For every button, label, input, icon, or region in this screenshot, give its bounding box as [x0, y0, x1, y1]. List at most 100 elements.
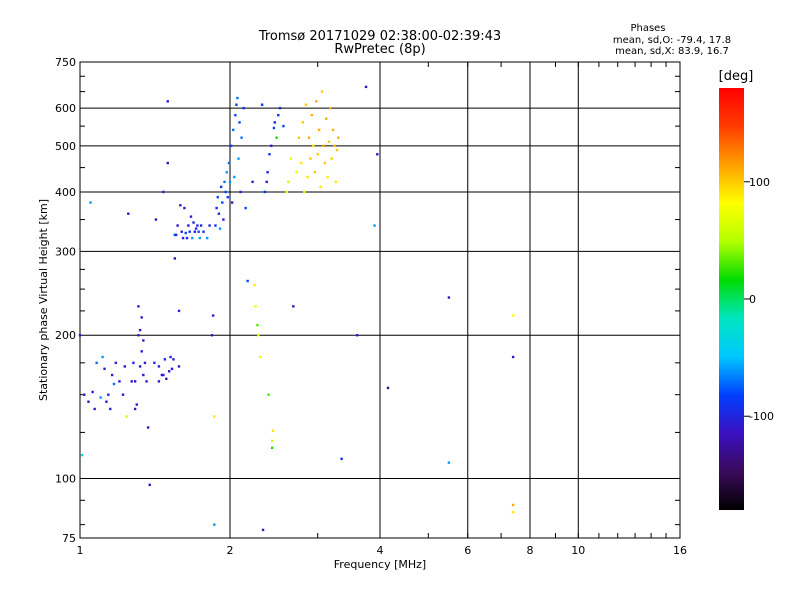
data-point — [137, 334, 140, 337]
data-point — [295, 171, 298, 174]
data-point — [334, 180, 337, 184]
data-point — [179, 204, 182, 207]
data-point — [196, 224, 199, 227]
data-point — [316, 153, 319, 156]
x-tick-label: 8 — [527, 544, 534, 557]
data-point — [277, 113, 280, 117]
data-point — [312, 144, 315, 148]
y-tick-label: 600 — [55, 102, 76, 115]
y-tick-label: 500 — [55, 140, 76, 153]
data-point — [202, 230, 205, 233]
data-point — [307, 136, 311, 139]
data-point — [123, 365, 126, 368]
y-tick-label: 400 — [55, 186, 76, 199]
data-point — [329, 106, 332, 110]
data-point — [511, 510, 515, 514]
data-point — [292, 305, 295, 308]
data-point — [254, 305, 257, 308]
stats-title: Phases — [630, 23, 665, 34]
colorbar-label: [deg] — [719, 69, 754, 84]
colorbar-tick-label: 100 — [749, 176, 770, 189]
data-point — [267, 393, 270, 396]
data-point — [355, 334, 359, 337]
data-point — [223, 180, 226, 184]
data-point — [246, 279, 249, 283]
data-point — [260, 103, 264, 106]
data-point — [251, 180, 254, 184]
colorbar-ticks: 100 0 -100 — [744, 176, 774, 423]
data-point — [180, 230, 183, 233]
data-point — [511, 314, 515, 317]
data-point — [213, 523, 216, 526]
data-point — [386, 386, 390, 390]
colorbar: [deg] 100 0 -100 — [719, 69, 774, 510]
data-point — [199, 224, 203, 227]
data-point — [118, 380, 121, 383]
data-point — [300, 161, 303, 165]
data-point — [217, 212, 221, 215]
data-point — [166, 100, 169, 103]
data-point — [132, 361, 135, 365]
data-point — [181, 236, 185, 240]
data-point — [167, 370, 171, 373]
chart-title: Tromsø 20171029 02:38:00-02:39:43 — [258, 29, 501, 44]
data-point — [87, 400, 90, 403]
data-point — [184, 231, 187, 235]
data-point — [511, 503, 515, 507]
data-point — [226, 195, 230, 199]
data-point — [240, 136, 243, 139]
y-tick-labels: 75 100 200 300 400 500 600 750 — [55, 56, 76, 545]
data-point — [257, 334, 260, 337]
colorbar-gradient — [719, 88, 744, 510]
colorbar-tick-label: 0 — [749, 293, 756, 306]
data-point — [265, 180, 268, 184]
data-point — [213, 415, 216, 418]
data-point — [112, 382, 116, 386]
data-point — [266, 171, 269, 174]
data-point — [297, 136, 301, 139]
data-point — [140, 316, 143, 319]
data-point — [270, 446, 274, 450]
data-point — [364, 85, 368, 89]
data-point — [121, 393, 125, 396]
data-point — [275, 136, 278, 139]
plot-area: 1 2 4 6 8 10 16 75 100 200 300 400 500 600 750 — [55, 56, 687, 557]
data-point — [214, 224, 217, 227]
y-tick-label: 300 — [55, 245, 76, 258]
data-point — [319, 185, 322, 189]
data-point — [211, 314, 215, 317]
data-point — [125, 415, 128, 418]
data-point — [331, 128, 335, 132]
data-point — [289, 157, 293, 160]
data-point — [216, 195, 219, 199]
data-point — [271, 429, 275, 432]
data-point — [244, 206, 247, 210]
stats-line-o: mean, sd,O: -79.4, 17.8 — [613, 35, 731, 46]
data-point — [162, 373, 165, 377]
data-point — [219, 185, 223, 189]
data-point — [210, 334, 214, 337]
data-point — [146, 426, 150, 429]
data-point — [325, 117, 328, 120]
x-tick-label: 1 — [77, 544, 84, 557]
data-point — [105, 400, 108, 403]
data-point — [133, 380, 137, 383]
data-point — [157, 380, 161, 383]
data-points — [78, 85, 515, 532]
data-point — [93, 407, 96, 411]
data-point — [176, 224, 179, 227]
data-point — [222, 218, 225, 221]
data-point — [91, 390, 94, 394]
x-tick-label: 2 — [227, 544, 234, 557]
stats-line-x: mean, sd,X: 83.9, 16.7 — [615, 46, 729, 57]
data-point — [89, 201, 92, 204]
data-point — [137, 305, 140, 308]
data-point — [304, 103, 308, 106]
data-point — [140, 350, 143, 353]
data-point — [306, 175, 309, 179]
data-point — [303, 190, 306, 194]
data-point — [133, 407, 137, 411]
data-point — [107, 393, 110, 396]
data-point — [192, 221, 195, 224]
